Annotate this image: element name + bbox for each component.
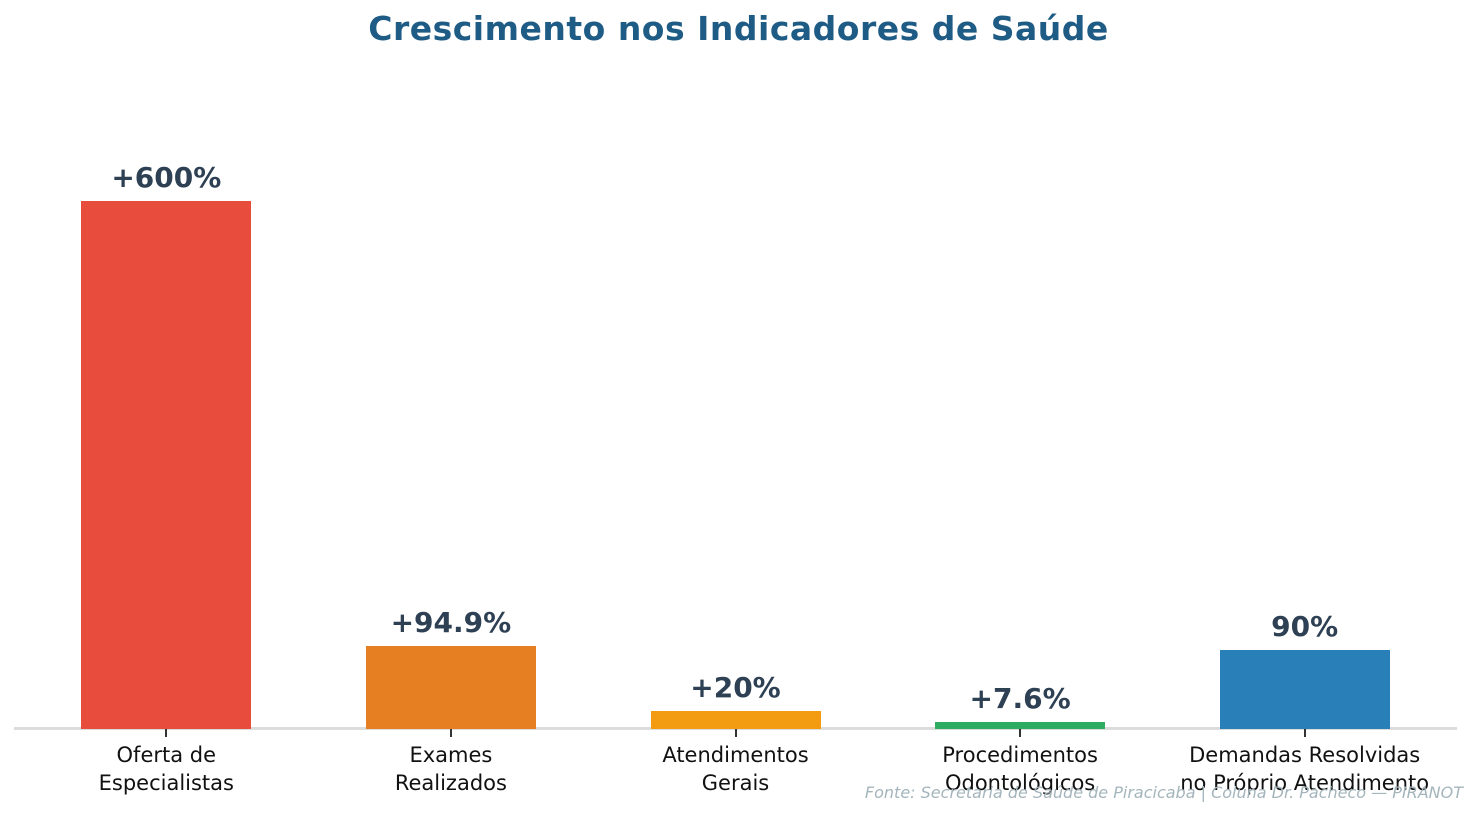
bar-3	[650, 711, 821, 729]
bar-1	[81, 201, 252, 729]
bar-5	[1219, 649, 1390, 729]
category-label-5: Demandas Resolvidas no Próprio Atendimen…	[1180, 743, 1430, 795]
x-axis-tick-1	[165, 729, 168, 737]
x-axis-tick-2	[449, 729, 452, 737]
source-note: Fonte: Secretaria de Saúde de Piracicaba…	[864, 783, 1463, 802]
bar-value-label-3: +20%	[690, 671, 781, 705]
x-axis-tick-4	[1019, 729, 1022, 737]
bar-value-label-1: +600%	[111, 161, 222, 194]
bar-value-label-4: +7.6%	[969, 682, 1071, 716]
bar-2	[365, 645, 536, 729]
category-label-2: Exames Realizados	[394, 743, 507, 795]
bar-value-label-2: +94.9%	[390, 605, 512, 639]
bar-value-label-5: 90%	[1271, 609, 1339, 643]
category-label-3: Atendimentos Gerais	[662, 743, 809, 795]
x-axis-tick-5	[1303, 729, 1306, 737]
category-label-4: Procedimentos Odontológicos	[942, 743, 1098, 795]
bar-4	[935, 722, 1106, 729]
x-axis-tick-3	[734, 729, 737, 737]
category-label-1: Oferta de Especialistas	[98, 743, 234, 795]
chart-title: Crescimento nos Indicadores de Saúde	[368, 9, 1109, 48]
